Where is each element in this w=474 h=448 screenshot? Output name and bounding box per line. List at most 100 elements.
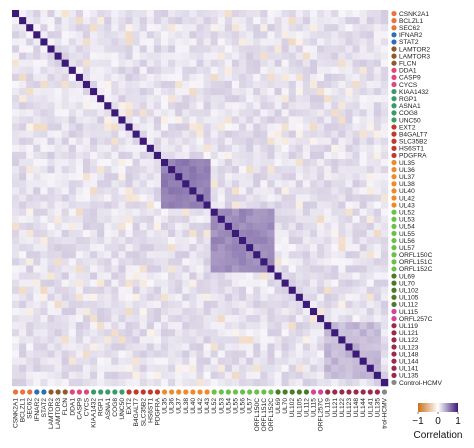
heatmap-cell <box>352 66 360 75</box>
heatmap-cell <box>75 258 84 266</box>
row-group-dot <box>391 323 397 329</box>
heatmap-cell <box>359 144 367 153</box>
heatmap-cell <box>239 244 247 252</box>
heatmap-cell <box>366 208 375 216</box>
heatmap-cell <box>153 322 162 330</box>
row-group-dot <box>391 287 397 293</box>
heatmap-cell <box>160 24 169 32</box>
heatmap-cell <box>146 80 155 89</box>
heatmap-cell <box>359 364 367 373</box>
heatmap-cell <box>160 10 169 18</box>
heatmap-cell <box>203 244 211 252</box>
column-group-dot <box>247 389 253 395</box>
heatmap-cell <box>274 251 282 259</box>
heatmap-cell <box>366 357 375 365</box>
heatmap-cell <box>125 272 133 280</box>
heatmap-cell <box>168 315 176 323</box>
column-group-dot <box>140 389 146 395</box>
heatmap-cell <box>54 215 62 224</box>
heatmap-cell <box>196 151 204 160</box>
heatmap-cell <box>324 201 332 209</box>
heatmap-cell <box>196 251 204 259</box>
heatmap-cell <box>260 38 268 46</box>
column-group-dot <box>218 389 224 395</box>
heatmap-cell <box>246 307 254 316</box>
heatmap-cell <box>380 265 389 273</box>
heatmap-cell <box>97 17 105 25</box>
heatmap-cell <box>118 130 126 138</box>
heatmap-cell <box>182 307 190 316</box>
heatmap-cell <box>295 166 304 174</box>
heatmap-cell <box>153 251 162 259</box>
heatmap-cell <box>231 187 240 195</box>
heatmap-cell <box>295 66 304 75</box>
heatmap-cell <box>111 130 119 138</box>
heatmap-cell <box>246 357 254 365</box>
heatmap-cell <box>47 10 55 18</box>
heatmap-cell <box>82 80 91 89</box>
heatmap-cell <box>47 38 55 46</box>
heatmap-cell <box>359 315 367 323</box>
heatmap-cell <box>217 144 226 153</box>
heatmap-cell <box>104 166 112 174</box>
heatmap-cell <box>61 187 69 195</box>
heatmap-cell <box>40 17 48 25</box>
heatmap-cell <box>345 123 353 131</box>
heatmap-cell <box>324 73 332 82</box>
heatmap-cell <box>260 137 268 146</box>
heatmap-cell <box>182 116 190 124</box>
heatmap-cell <box>146 371 155 380</box>
heatmap-cell <box>19 265 27 273</box>
heatmap-cell <box>317 244 325 252</box>
heatmap-cell <box>239 336 247 344</box>
heatmap-cell <box>139 279 148 287</box>
heatmap-cell <box>196 180 204 188</box>
heatmap-cell <box>82 222 91 231</box>
heatmap-cell <box>239 151 247 160</box>
heatmap-cell <box>146 116 155 124</box>
heatmap-cell <box>324 59 332 67</box>
heatmap-cell <box>317 144 325 153</box>
heatmap-cell <box>366 144 375 153</box>
heatmap-cell <box>309 102 318 110</box>
heatmap-cell <box>281 265 289 273</box>
heatmap-cell <box>68 10 77 18</box>
heatmap-cell <box>19 158 27 167</box>
heatmap-cell <box>295 137 304 146</box>
heatmap-cell <box>146 144 155 153</box>
column-label: UL55 <box>232 398 239 414</box>
heatmap-cell <box>203 272 211 280</box>
heatmap-cell <box>373 300 382 309</box>
heatmap-cell <box>359 88 367 96</box>
heatmap-cell <box>82 31 91 39</box>
heatmap-cell <box>260 45 268 53</box>
heatmap-cell <box>68 343 77 351</box>
column-group-dot <box>232 389 239 395</box>
column-group-dot <box>289 389 295 395</box>
heatmap-cell <box>196 109 204 117</box>
heatmap-cell <box>139 88 148 96</box>
heatmap-cell <box>168 38 176 46</box>
heatmap-cell <box>75 322 84 330</box>
heatmap-cell <box>267 258 275 266</box>
heatmap-cell <box>239 229 247 238</box>
heatmap-cell <box>61 272 69 280</box>
heatmap-cell <box>231 31 240 39</box>
heatmap-cell <box>160 279 169 287</box>
heatmap-cell <box>338 237 346 245</box>
heatmap-cell <box>175 371 183 380</box>
heatmap-cell <box>61 10 69 18</box>
heatmap-cell <box>54 45 62 53</box>
heatmap-cell <box>196 116 204 124</box>
heatmap-cell <box>97 59 105 67</box>
heatmap-cell <box>139 123 148 131</box>
heatmap-cell <box>288 336 297 344</box>
heatmap-cell <box>40 116 48 124</box>
heatmap-cell <box>33 293 41 302</box>
heatmap-cell <box>54 272 62 280</box>
heatmap-cell <box>90 80 98 89</box>
heatmap-cell <box>61 378 69 387</box>
heatmap-cell <box>97 187 105 195</box>
heatmap-cell <box>253 336 261 344</box>
heatmap-cell <box>260 343 268 351</box>
